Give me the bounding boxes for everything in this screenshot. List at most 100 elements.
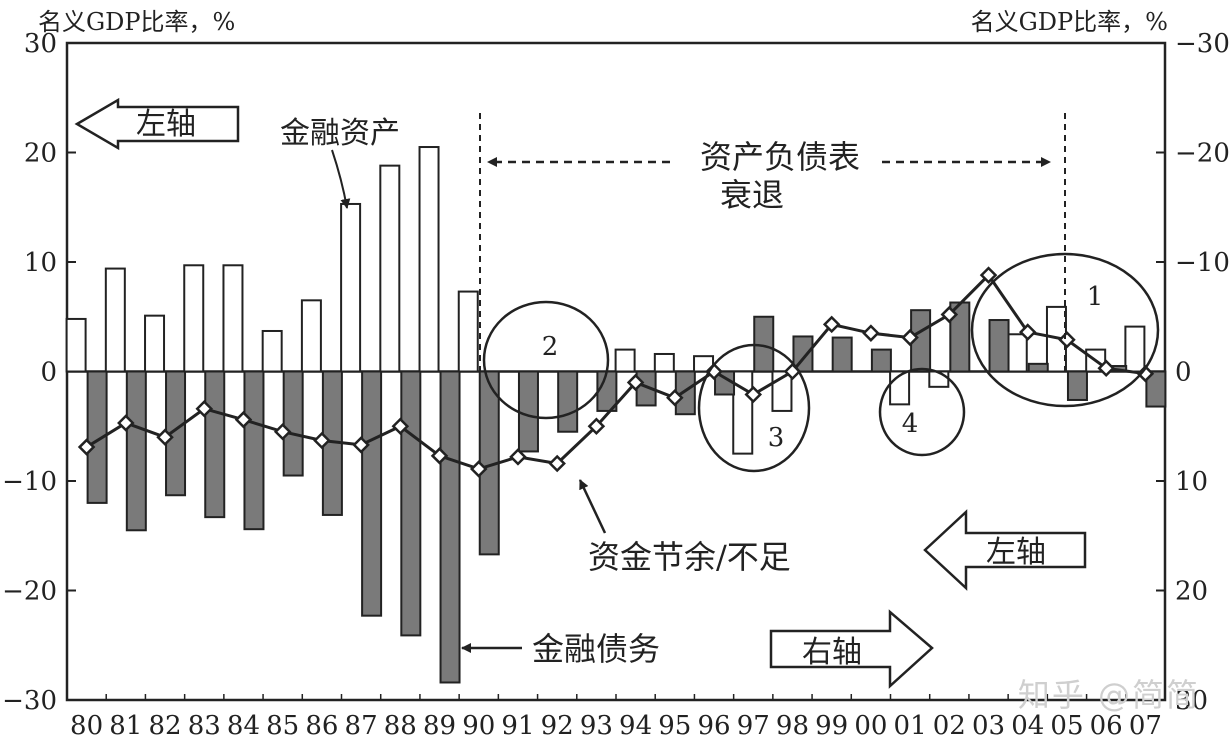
liability-bar: [1145, 370, 1167, 408]
x-tick-label: 07: [1129, 711, 1162, 741]
left-axis-arrow-top: [74, 97, 240, 151]
balance-point: [744, 385, 763, 404]
circle-3-label: 3: [768, 423, 785, 453]
x-tick-label: 00: [854, 711, 887, 741]
circle-4-label: 4: [902, 409, 919, 439]
watermark: 知乎 @简简: [1017, 676, 1200, 714]
circle-3: [697, 343, 811, 473]
x-tick-label: 82: [148, 711, 181, 741]
left-axis-arrow-bottom: [923, 509, 1087, 591]
right-tick-label: 10: [1175, 467, 1208, 497]
x-tick-label: 95: [658, 711, 691, 741]
x-tick-label: 96: [697, 711, 730, 741]
x-tick-label: 80: [70, 711, 103, 741]
balance-point: [352, 436, 370, 454]
balance-point: [156, 428, 174, 446]
asset-bar: [104, 267, 126, 373]
balance-annotation: 资金节余/不足: [588, 538, 791, 576]
asset-bar: [418, 146, 440, 373]
balance-line-layer: [77, 266, 1155, 478]
x-tick-label: 87: [345, 711, 378, 741]
liability-bar: [361, 370, 383, 617]
right-axis-title: 名义GDP比率，%: [971, 8, 1168, 36]
balance-point: [469, 460, 488, 478]
balance-point: [391, 417, 410, 436]
right-tick-label: 20: [1175, 577, 1208, 607]
balance-point: [1058, 330, 1076, 349]
liability-bar: [86, 370, 108, 504]
asset-bar: [300, 299, 322, 373]
x-tick-label: 88: [384, 711, 417, 741]
circle-1: [970, 252, 1160, 408]
balance-point: [273, 422, 292, 441]
x-tick-label: 91: [501, 711, 534, 741]
recession-label-line1: 资产负债表: [700, 138, 860, 176]
asset-bar: [65, 317, 87, 373]
balance-point: [901, 328, 919, 347]
x-tick-label: 92: [541, 711, 574, 741]
x-tick-label: 05: [1050, 711, 1083, 741]
balance-point: [195, 399, 214, 418]
balance-point: [117, 414, 135, 432]
balance-point: [666, 389, 684, 407]
asset-bar: [653, 352, 675, 373]
circle-4: [878, 367, 966, 457]
left-tick-label: 20: [24, 139, 57, 169]
circle-2-label: 2: [542, 332, 559, 362]
liability-bar: [557, 370, 579, 433]
balance-point: [1097, 359, 1115, 377]
asset-bar: [457, 290, 479, 373]
left-tick-label: −10: [2, 467, 57, 497]
balance-point: [1136, 364, 1155, 383]
right-tick-label: 30: [1175, 686, 1208, 716]
liability-bar: [988, 319, 1010, 373]
balance-point: [234, 410, 253, 429]
circle-2: [482, 300, 610, 420]
x-tick-label: 89: [423, 711, 456, 741]
right-tick-label: −10: [1175, 248, 1230, 278]
x-tick-label: 98: [776, 711, 809, 741]
x-tick-label: 84: [227, 711, 260, 741]
x-tick-label: 83: [188, 711, 221, 741]
liability-bar: [1027, 362, 1049, 373]
asset-bar: [379, 164, 401, 373]
right-tick-label: 0: [1175, 358, 1192, 388]
x-tick-label: 97: [737, 711, 770, 741]
asset-bar: [222, 264, 244, 373]
liability-bar: [400, 370, 422, 637]
balance-point: [313, 431, 331, 450]
liability-bar: [1066, 370, 1088, 401]
liability-bar: [674, 370, 696, 416]
left-axis-arrow-bottom-label: 左轴: [986, 535, 1046, 570]
asset-bar: [614, 348, 636, 373]
x-tick-label: 86: [305, 711, 338, 741]
balance-point: [1018, 323, 1037, 341]
liability-bar: [517, 370, 539, 453]
balance-point: [430, 447, 449, 465]
assets-annotation: 金融资产: [280, 116, 400, 151]
balance-pointer: [578, 479, 607, 534]
x-tick-label: 06: [1090, 711, 1123, 741]
liability-bar: [204, 370, 226, 519]
x-tick-label: 90: [462, 711, 495, 741]
x-tick-label: 03: [972, 711, 1005, 741]
liability-bar: [831, 336, 853, 373]
asset-bar: [261, 329, 283, 373]
liability-bar: [125, 370, 147, 532]
balance-point: [822, 315, 841, 334]
left-tick-label: 0: [40, 358, 57, 388]
left-tick-label: −20: [2, 577, 57, 607]
right-axis-arrow: [769, 609, 934, 689]
x-tick-label: 94: [619, 711, 652, 741]
balance-line: [85, 272, 1146, 471]
balance-point: [862, 324, 880, 342]
asset-bar: [1124, 325, 1146, 373]
recession-label-line2: 衰退: [720, 176, 784, 214]
right-axis-arrow-label: 右轴: [802, 635, 862, 670]
x-tick-label: 81: [109, 711, 142, 741]
x-tick-label: 85: [266, 711, 299, 741]
left-tick-label: −30: [2, 686, 57, 716]
right-tick-label: −20: [1175, 139, 1230, 169]
asset-bar: [340, 202, 362, 373]
left-axis-title: 名义GDP比率，%: [38, 8, 235, 36]
